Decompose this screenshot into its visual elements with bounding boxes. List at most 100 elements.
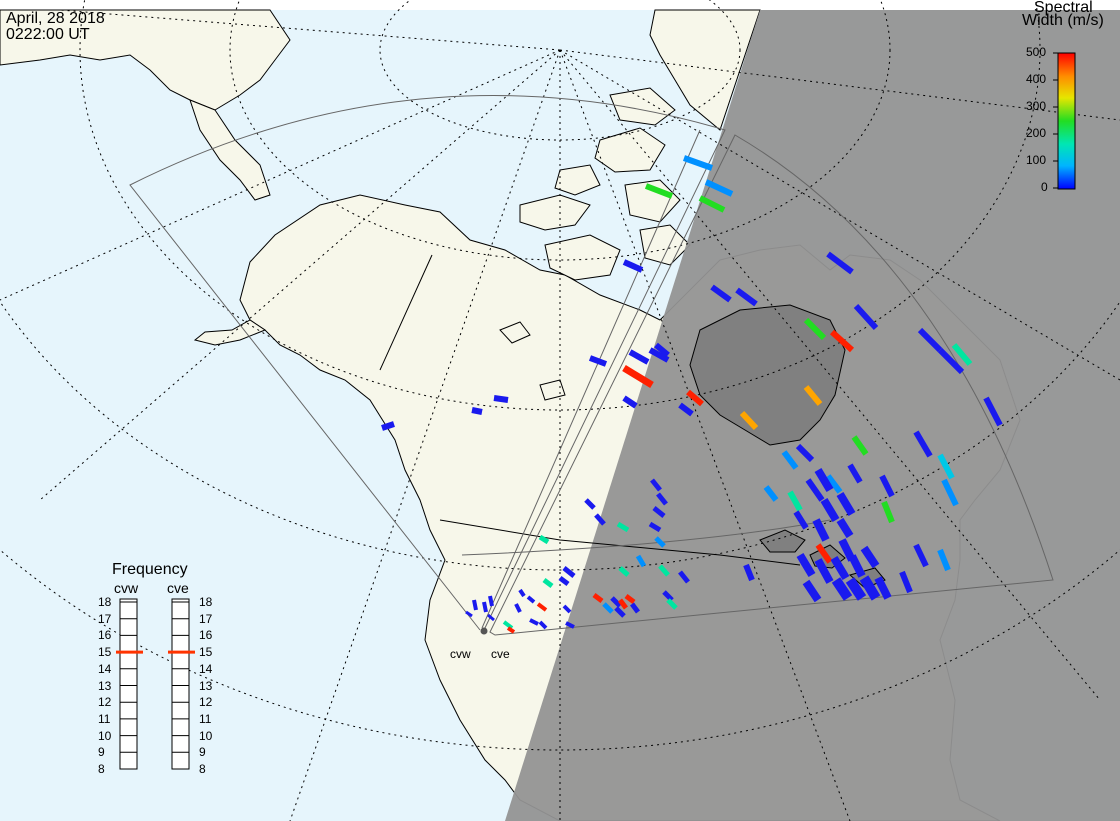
spectral-width-cell [795, 443, 815, 463]
fov-cve-inner [481, 129, 701, 629]
spectral-width-cell [826, 251, 854, 275]
colorbar-tick-0: 0 [1041, 180, 1048, 194]
spectral-width-cell [616, 521, 630, 533]
spectral-width-cell [796, 552, 816, 578]
spectral-width-cell [622, 259, 644, 273]
spectral-width-cell [951, 343, 973, 366]
spectral-width-cell [584, 498, 596, 510]
spectral-width-cell [662, 590, 674, 602]
fov-cve [489, 134, 1054, 636]
frequency-bars [119, 598, 190, 770]
spectral-width-cell [652, 506, 666, 518]
frequency-scale-label: 10 [199, 728, 213, 743]
spectral-width-cell [838, 538, 856, 562]
spectral-width-cell [562, 566, 576, 578]
spectral-width-cell [472, 599, 478, 611]
cve-frequency-bar [171, 598, 190, 770]
spectral-width-cell [743, 563, 755, 582]
spectral-width-cell [656, 492, 668, 506]
spectral-width-cell [686, 389, 704, 407]
frequency-scale-label: 18 [98, 595, 112, 609]
colorbar-gradient [1057, 52, 1076, 190]
frequency-scale-label: 16 [199, 628, 213, 643]
frequency-scale-label: 12 [98, 695, 112, 710]
frequency-scale-label: 16 [98, 628, 112, 643]
spectral-width-cell [820, 497, 840, 523]
spectral-width-cell [913, 430, 933, 458]
spectral-width-cell [482, 601, 488, 613]
frequency-scale-label: 11 [98, 711, 111, 726]
frequency-scale-label: 14 [98, 661, 112, 676]
colorbar-tick-100: 100 [1026, 153, 1047, 167]
spectral-width-cell [803, 317, 827, 341]
spectral-width-cell [536, 602, 548, 612]
spectral-width-cell [614, 606, 626, 618]
frequency-scale-label: 13 [98, 678, 112, 693]
spectral-width-cell [610, 596, 622, 608]
frequency-scale-label: 18 [199, 595, 213, 609]
radar-label-cvw: cvw [450, 647, 471, 661]
spectral-width-cell [565, 621, 575, 629]
spectral-width-cell [682, 155, 714, 171]
spectral-width-cell [812, 518, 830, 542]
spectral-width-cell [658, 564, 670, 577]
spectral-width-cell [488, 595, 494, 607]
spectral-width-cell [618, 598, 628, 610]
spectral-width-cell [698, 195, 726, 213]
spectral-width-cell [710, 284, 732, 303]
siberia-peninsula [189, 99, 271, 201]
spectral-width-cell [831, 577, 853, 601]
greenland-landmass [649, 9, 761, 131]
spectral-width-cell [518, 588, 526, 598]
spectral-width-cell [802, 579, 822, 603]
spectral-width-cell [602, 602, 614, 614]
spectral-width-cell [514, 603, 522, 613]
spectral-width-cell [781, 450, 799, 470]
frequency-scale-label: 15 [199, 645, 213, 660]
spectral-width-cell [859, 575, 881, 601]
spectral-width-cell [830, 555, 850, 581]
spectral-width-cell [917, 327, 943, 353]
spectral-width-cell [465, 610, 473, 618]
spectral-width-cell [829, 329, 855, 353]
spectral-width-cell [654, 536, 666, 548]
spectral-width-cell [526, 595, 536, 604]
spectral-width-cell [879, 474, 895, 498]
radar-site-marker [480, 627, 488, 635]
spectral-width-cell [704, 179, 734, 197]
spectral-width-cell [836, 517, 854, 539]
radar-fov-outlines [129, 95, 1054, 636]
spectral-width-cell [825, 474, 843, 494]
alaska-peninsula [193, 319, 267, 346]
spectral-width-cell [506, 626, 516, 634]
spectral-width-cell [815, 543, 833, 564]
spectral-width-cell [666, 598, 678, 610]
fov-mid-arc [461, 519, 831, 556]
spectral-width-cell [860, 545, 880, 569]
spectral-width-cell [493, 395, 509, 403]
spectral-width-cell [594, 513, 606, 526]
spectral-width-cell [803, 385, 823, 406]
radar-label-cve: cve [491, 647, 510, 661]
time-label: 0222:00 UT [6, 26, 90, 43]
spectral-width-cell [937, 453, 955, 480]
spectral-width-cell [913, 543, 929, 568]
frequency-scale-label: 14 [199, 661, 213, 676]
spectral-width-cell [558, 576, 570, 586]
spectral-width-cell [635, 554, 647, 568]
spectral-width-cell [542, 578, 554, 588]
spectral-width-cell [735, 287, 758, 307]
borders [379, 254, 801, 566]
frequency-scale-label: 9 [98, 745, 105, 760]
colorbar-tick-300: 300 [1026, 99, 1047, 113]
fov-cvw [129, 95, 726, 631]
spectral-width-cell [899, 570, 913, 594]
frequency-scale-label: 11 [199, 711, 212, 726]
frequency-scale-label: 13 [199, 678, 213, 693]
spectral-width-cell [622, 395, 638, 409]
spectral-width-cell [805, 478, 825, 502]
spectral-width-cell [538, 620, 548, 630]
